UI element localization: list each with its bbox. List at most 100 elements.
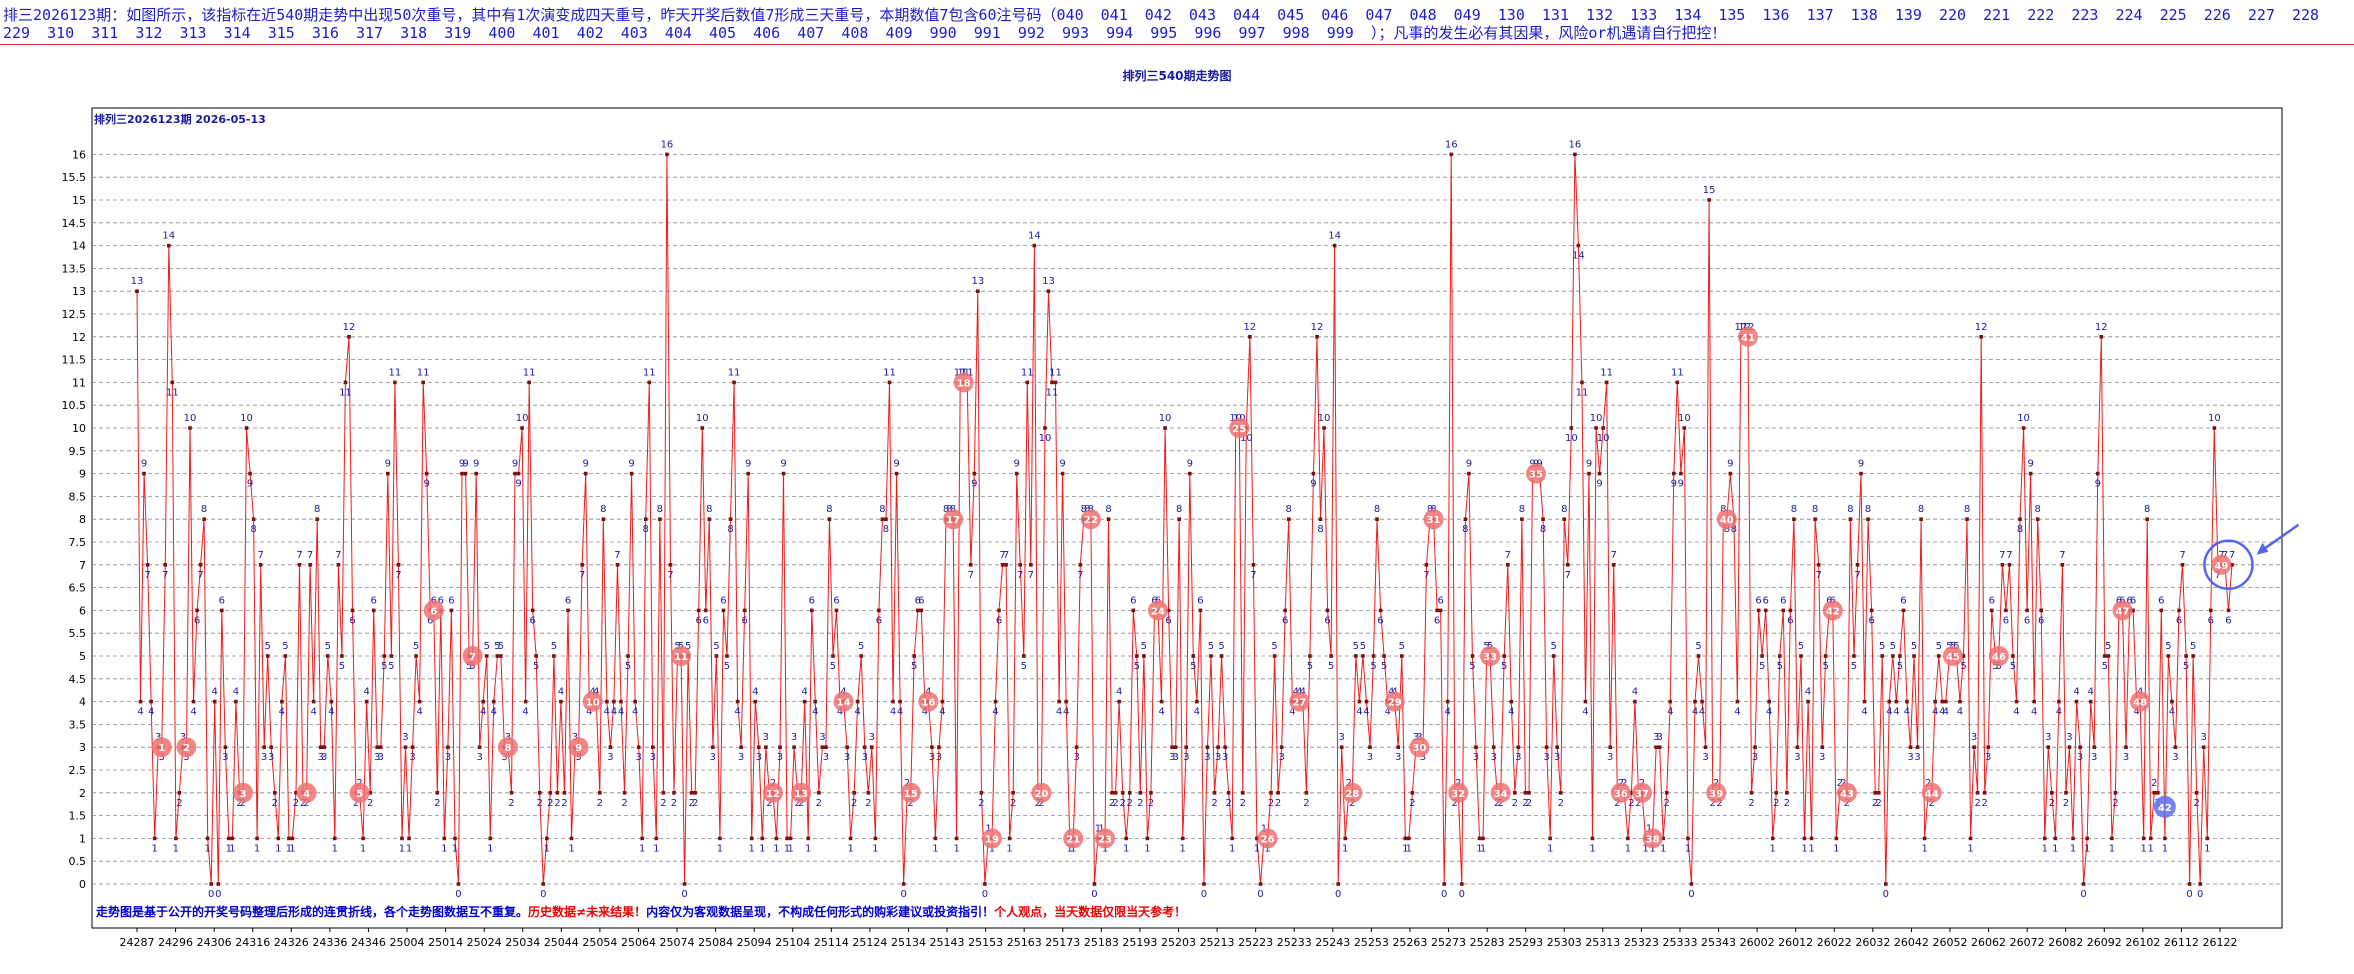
- repeat-badge-label: 5: [356, 789, 363, 800]
- data-point-label: 8: [1427, 504, 1433, 515]
- data-point: [1364, 699, 1369, 704]
- data-point-label: 10: [1565, 433, 1578, 444]
- data-point-label: 8: [1084, 504, 1090, 515]
- data-point-label: 5: [1879, 641, 1885, 652]
- footer-note-part: 个人观点，当天数据仅限当天参考！: [993, 904, 1186, 919]
- data-point-label: 6: [1900, 595, 1906, 606]
- x-tick-label: 26062: [1971, 936, 2006, 949]
- data-point-label: 7: [1423, 570, 1429, 581]
- data-point-label: 3: [1653, 732, 1659, 743]
- data-point-label: 5: [1501, 661, 1507, 672]
- data-point-label: 1: [275, 843, 281, 854]
- data-point: [658, 517, 662, 521]
- data-point-label: 2: [2193, 798, 2199, 809]
- data-point-label: 9: [971, 479, 977, 490]
- data-point: [2085, 836, 2089, 841]
- data-point-label: 1: [1123, 843, 1129, 854]
- data-point-label: 5: [498, 641, 504, 652]
- data-point: [1587, 471, 1591, 476]
- data-point: [1043, 426, 1047, 430]
- data-point-label: 2: [1268, 798, 1274, 809]
- data-point-label: 2: [1127, 798, 1133, 809]
- data-point: [1226, 791, 1231, 795]
- footer-note-part: 走势图是基于公开的开奖号码整理后形成的连贯折线，各个走势图数据互不重复。: [96, 904, 528, 919]
- data-point: [693, 791, 697, 795]
- data-point-label: 4: [558, 687, 564, 698]
- data-point-label: 8: [1724, 524, 1730, 535]
- data-point: [2095, 471, 2100, 476]
- data-point-label: 3: [477, 752, 483, 763]
- data-point-label: 5: [1936, 641, 1942, 652]
- x-tick-label: 25044: [544, 936, 579, 949]
- data-point-label: 2: [1349, 798, 1355, 809]
- repeat-badge-label: 17: [946, 515, 960, 526]
- data-point-label: 6: [1130, 595, 1136, 606]
- data-point-label: 2: [1137, 798, 1143, 809]
- data-point-label: 4: [1582, 707, 1588, 718]
- data-point-label: 4: [586, 707, 592, 718]
- data-point: [1248, 335, 1252, 339]
- y-tick-label: 11.5: [62, 354, 87, 367]
- data-point: [1329, 654, 1333, 658]
- data-point-label: 1: [1006, 843, 1012, 854]
- header-description: 排三2026123期：如图所示，该指标在近540期走势中出现50次重号，其中有1…: [3, 6, 2320, 42]
- x-axis-ticks: 24287 24296 24306 24316 24326 24336 24346 25004…: [120, 928, 2238, 949]
- data-point: [612, 699, 616, 704]
- x-tick-label: 26092: [2087, 936, 2122, 949]
- repeat-badge: [1706, 782, 1727, 803]
- data-point-label: 7: [395, 570, 401, 581]
- data-point-label: 3: [445, 752, 451, 763]
- data-point: [322, 745, 327, 749]
- data-point: [1205, 745, 1210, 749]
- data-point: [1502, 654, 1507, 658]
- data-point: [1975, 791, 1980, 795]
- data-point-label: 5: [1021, 661, 1027, 672]
- data-point: [778, 745, 782, 749]
- data-point-label: 7: [1003, 550, 1009, 561]
- data-point-label: 4: [802, 687, 808, 698]
- data-point: [1368, 745, 1372, 749]
- data-point-label: 1: [399, 843, 405, 854]
- data-point: [2205, 836, 2210, 841]
- data-point-label: 2: [688, 798, 694, 809]
- data-point-label: 7: [144, 570, 150, 581]
- data-point: [276, 836, 281, 841]
- data-point: [566, 608, 570, 613]
- data-point: [1470, 654, 1475, 658]
- data-point: [1802, 836, 1807, 841]
- data-point-label: 1: [1261, 823, 1267, 834]
- data-point: [2035, 517, 2040, 521]
- data-point: [640, 836, 645, 841]
- repeat-badge-label: 49: [2214, 561, 2228, 572]
- data-point: [1120, 791, 1125, 795]
- data-point: [1442, 882, 1446, 886]
- plot-frame: [91, 107, 2283, 929]
- data-point: [1880, 654, 1885, 658]
- data-point-label: 3: [180, 732, 186, 743]
- data-point: [1124, 836, 1129, 841]
- x-tick-label: 26052: [1932, 936, 1967, 949]
- data-point: [142, 471, 146, 476]
- repeat-badge: [2211, 554, 2232, 575]
- x-tick-label: 25293: [1508, 936, 1543, 949]
- data-point: [280, 699, 284, 704]
- repeat-badge: [1257, 828, 1278, 849]
- data-point-label: 8: [2035, 504, 2041, 515]
- data-point-label: 7: [1565, 570, 1571, 581]
- data-point: [2106, 654, 2111, 658]
- data-point: [248, 471, 252, 476]
- data-point: [1986, 745, 1991, 749]
- data-point: [537, 791, 542, 795]
- data-point: [1912, 654, 1916, 658]
- data-point-label: 8: [706, 504, 712, 515]
- repeat-badge: [1148, 600, 1169, 621]
- data-point-label: 5: [685, 641, 691, 652]
- data-point: [1544, 745, 1549, 749]
- data-point-label: 1: [759, 843, 765, 854]
- header-divider: [0, 44, 2354, 45]
- data-point-label: 7: [1077, 570, 1083, 581]
- data-point: [1809, 836, 1814, 841]
- data-point-label: 6: [2158, 595, 2164, 606]
- data-point-label: 0: [1883, 889, 1889, 900]
- data-point: [1700, 699, 1704, 704]
